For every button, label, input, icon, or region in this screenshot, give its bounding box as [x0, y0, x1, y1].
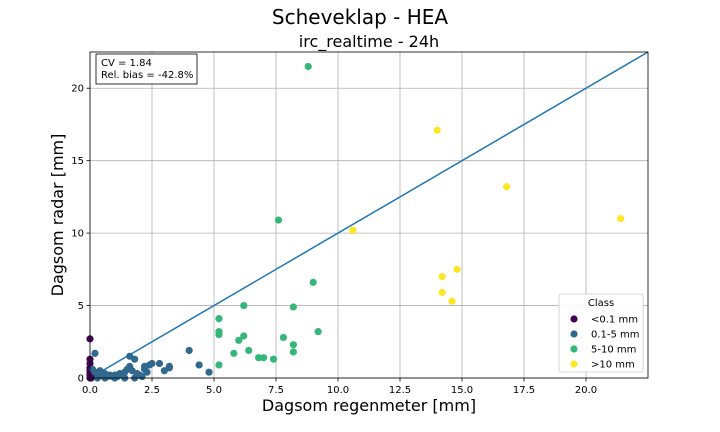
- data-point: [433, 126, 441, 134]
- data-point: [235, 336, 243, 344]
- x-axis-label: Dagsom regenmeter [mm]: [262, 396, 476, 415]
- data-points: [86, 62, 625, 382]
- legend-frame: [558, 293, 644, 373]
- y-axis-ticks: 0 5 10 15 20: [71, 84, 90, 385]
- x-tick-label: 17.5: [513, 385, 535, 396]
- chart-title: irc_realtime - 24h: [299, 32, 439, 52]
- data-point: [143, 368, 151, 376]
- data-point: [314, 328, 322, 336]
- data-point: [230, 349, 238, 357]
- x-tick-label: 2.5: [144, 385, 160, 396]
- y-tick-label: 15: [71, 156, 84, 167]
- data-point: [240, 301, 248, 310]
- data-point: [309, 278, 317, 286]
- data-point: [438, 272, 446, 281]
- legend-label: >10 mm: [591, 360, 635, 371]
- data-point: [349, 226, 357, 234]
- data-point: [155, 359, 164, 368]
- x-tick-label: 20.0: [575, 385, 597, 396]
- data-point: [255, 354, 263, 362]
- x-tick-label: 15.0: [451, 385, 473, 396]
- data-point: [185, 346, 193, 355]
- one-to-one-line: [89, 51, 649, 379]
- stats-box: CV = 1.84 Rel. bias = -42.8%: [95, 53, 198, 85]
- x-tick-label: 12.5: [389, 385, 411, 396]
- data-point: [240, 332, 248, 340]
- data-point: [165, 364, 173, 372]
- reference-line: [89, 51, 649, 379]
- data-point: [289, 341, 297, 349]
- data-point: [289, 348, 297, 356]
- data-point: [260, 354, 268, 362]
- data-point: [279, 333, 288, 342]
- data-point: [91, 349, 99, 357]
- y-axis-label: Dagsom radar [mm]: [48, 134, 67, 297]
- x-tick-label: 10.0: [327, 385, 349, 396]
- legend-marker: [570, 330, 578, 338]
- legend-label: <0.1 mm: [591, 315, 638, 326]
- data-point: [617, 215, 625, 223]
- data-point: [205, 368, 213, 376]
- data-point: [245, 346, 253, 355]
- legend-title: Class: [588, 298, 614, 309]
- data-point: [453, 265, 461, 273]
- stats-cv: CV = 1.84: [101, 58, 152, 69]
- data-point: [503, 183, 511, 191]
- series-2: [215, 62, 322, 369]
- data-point: [131, 355, 139, 363]
- legend-label: 0.1-5 mm: [591, 330, 640, 341]
- legend: Class <0.1 mm 0.1-5 mm 5-10 mm >10 mm: [558, 293, 644, 373]
- data-point: [438, 288, 446, 297]
- data-point: [195, 361, 203, 369]
- stats-bias: Rel. bias = -42.8%: [101, 70, 193, 81]
- legend-items: <0.1 mm 0.1-5 mm 5-10 mm >10 mm: [570, 315, 640, 371]
- stats-box-frame: [95, 53, 198, 85]
- plot-area: 0.0 2.5 5.0 7.5 10.0 12.5 15.0 17.5 20.0 0 5 10 15 2…: [71, 51, 649, 396]
- legend-marker: [570, 345, 578, 353]
- legend-label: 5-10 mm: [591, 345, 636, 356]
- figure-suptitle: Scheveklap - HEA: [272, 5, 449, 29]
- data-point: [148, 359, 156, 368]
- y-tick-label: 20: [71, 84, 84, 95]
- legend-marker: [570, 360, 578, 368]
- plot-frame: [89, 51, 649, 379]
- data-point: [448, 297, 456, 305]
- data-point: [215, 330, 223, 339]
- y-tick-label: 5: [78, 301, 84, 312]
- x-tick-label: 7.5: [268, 385, 284, 396]
- x-tick-label: 5.0: [206, 385, 222, 396]
- data-point: [289, 303, 297, 311]
- data-point: [269, 355, 278, 363]
- legend-marker: [570, 315, 578, 323]
- data-point: [304, 62, 312, 71]
- data-point: [274, 216, 283, 224]
- y-tick-label: 0: [78, 374, 84, 385]
- data-point: [215, 361, 223, 369]
- data-point: [215, 314, 223, 323]
- x-tick-label: 0.0: [82, 385, 98, 396]
- y-tick-label: 10: [71, 229, 84, 240]
- x-axis-ticks: 0.0 2.5 5.0 7.5 10.0 12.5 15.0 17.5 20.0: [82, 378, 597, 396]
- series-3: [349, 126, 625, 305]
